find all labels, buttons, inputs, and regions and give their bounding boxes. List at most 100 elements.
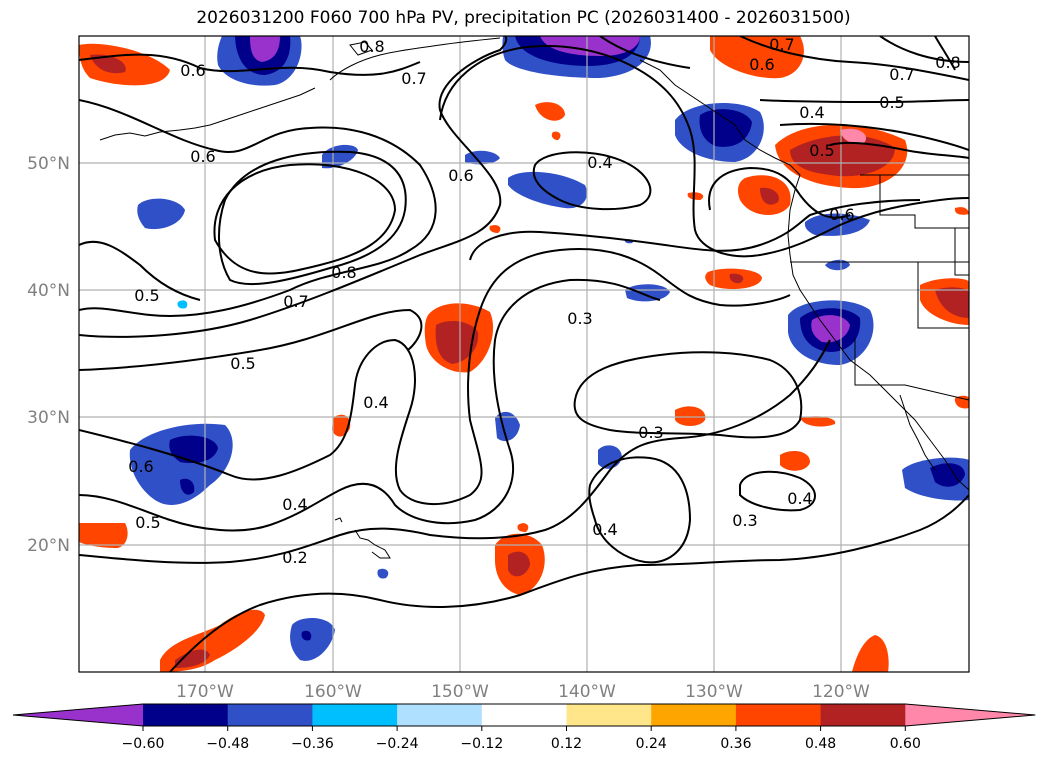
contour-label: 0.4 <box>363 393 388 412</box>
negative-anomaly-small-8 <box>377 568 389 579</box>
contour-t <box>779 122 969 151</box>
negative-anomaly-small-5 <box>177 300 188 309</box>
pv-contours <box>79 36 969 672</box>
negative-anomaly-california <box>788 300 874 365</box>
lon-label-160w: 160°W <box>304 682 362 702</box>
contour-k <box>588 456 692 564</box>
contour-s <box>759 99 969 104</box>
colorbar-tick-label: 0.48 <box>805 736 836 752</box>
negative-anomaly-baja <box>902 457 969 501</box>
lat-label-30n: 30°N <box>27 408 70 428</box>
contour-v <box>599 36 691 69</box>
negative-anomaly-pnw-north <box>675 102 764 162</box>
colorbar-extend-high <box>905 704 1036 726</box>
lat-label-50n: 50°N <box>27 154 70 174</box>
colorbar-tick-label: 0.60 <box>890 736 921 752</box>
contour-a <box>79 53 421 76</box>
negative-anomaly-north-central <box>508 171 588 209</box>
positive-anomaly-top-right <box>710 36 804 79</box>
contour-j <box>169 494 969 672</box>
colorbar-tick-label: −0.48 <box>206 736 249 752</box>
positive-anomaly-40n-133w <box>705 268 762 290</box>
contour-label-layer: 0.6 0.8 0.7 0.6 0.5 0.8 0.7 0.5 0.6 0.4 … <box>128 35 960 567</box>
contour-h <box>79 278 661 532</box>
negative-anomaly-top-left <box>217 36 302 86</box>
contour-y <box>79 240 201 301</box>
contour-l <box>573 351 803 439</box>
colorbar-segment <box>143 704 229 726</box>
contour-label: 0.3 <box>732 511 757 530</box>
contour-c <box>217 150 407 286</box>
lat-label-40n: 40°N <box>27 281 70 301</box>
colorbar: −0.60 −0.48 −0.36 −0.24 −0.12 0.12 0.24 0.36 0.4… <box>12 703 1036 752</box>
contour-b <box>79 99 437 317</box>
colorbar-segment <box>735 704 822 726</box>
colorbar-extend-low <box>13 704 143 726</box>
map-frame <box>78 35 970 673</box>
negative-anomaly-west-28n <box>129 423 233 505</box>
map-area <box>79 36 969 672</box>
contour-label: 0.6 <box>128 457 153 476</box>
contour-x <box>934 36 956 71</box>
contour-d <box>213 163 397 275</box>
contour-label: 0.5 <box>809 141 834 160</box>
positive-anomaly-south-east <box>852 635 889 672</box>
contour-m <box>739 470 816 512</box>
contour-label: 0.6 <box>448 166 473 185</box>
contour-label: 0.7 <box>401 69 426 88</box>
contour-label: 0.4 <box>282 495 307 514</box>
positive-anomaly-top-left <box>79 43 170 86</box>
contour-p <box>439 45 969 258</box>
lon-label-150w: 150°W <box>431 682 489 702</box>
negative-anomaly-small-9 <box>290 618 335 661</box>
lat-label-20n: 20°N <box>27 536 70 556</box>
lon-label-120w: 120°W <box>812 682 870 702</box>
contour-label: 0.6 <box>180 61 205 80</box>
colorbar-tick-label: 0.12 <box>551 736 582 752</box>
map-title: 2026031200 F060 700 hPa PV, precipitatio… <box>196 8 851 28</box>
contour-n <box>532 151 652 211</box>
colorbar-segment <box>227 704 313 726</box>
contour-label: 0.5 <box>879 93 904 112</box>
contour-label: 0.5 <box>134 286 159 305</box>
contour-label: 0.7 <box>889 65 914 84</box>
positive-anomaly-west-edge <box>79 523 128 548</box>
contour-label: 0.4 <box>799 103 824 122</box>
positive-anomaly-small-3 <box>954 207 969 215</box>
contour-label: 0.5 <box>230 354 255 373</box>
colorbar-tick-label: 0.24 <box>636 736 667 752</box>
lon-label-170w: 170°W <box>176 682 234 702</box>
contour-label: 0.4 <box>592 520 617 539</box>
contour-label: 0.4 <box>587 153 612 172</box>
contour-label: 0.7 <box>769 35 794 54</box>
colorbar-tick-label: −0.12 <box>460 736 503 752</box>
colorbar-segment <box>651 704 737 726</box>
contour-label: 0.8 <box>359 37 384 56</box>
contour-label: 0.8 <box>935 53 960 72</box>
colorbar-segment <box>397 704 483 726</box>
lon-label-140w: 140°W <box>558 682 616 702</box>
colorbar-tick-label: −0.60 <box>122 736 165 752</box>
longitude-labels: 170°W 160°W 150°W 140°W 130°W 120°W <box>176 682 870 702</box>
contour-label: 0.8 <box>331 263 356 282</box>
negative-anomaly-40n-140w <box>625 284 670 302</box>
contour-q <box>708 166 851 219</box>
lon-label-130w: 130°W <box>685 682 743 702</box>
colorbar-tick-label: −0.36 <box>291 736 334 752</box>
contour-label: 0.2 <box>282 548 307 567</box>
contour-g <box>79 248 791 506</box>
positive-anomaly-small-5 <box>675 406 706 426</box>
positive-anomaly-small-6 <box>800 416 836 427</box>
positive-anomaly-south-west <box>160 609 265 672</box>
positive-anomaly-north-central <box>535 102 565 121</box>
positive-anomaly-20n-146w <box>495 533 545 595</box>
contour-r <box>739 36 969 81</box>
contour-i <box>79 339 831 564</box>
latitude-labels: 20°N 30°N 40°N 50°N <box>27 154 70 556</box>
positive-anomaly-small-10 <box>517 523 529 532</box>
contour-f <box>79 308 423 371</box>
colorbar-tick-label: −0.24 <box>376 736 419 752</box>
contour-label: 0.7 <box>283 292 308 311</box>
positive-anomaly-small-2 <box>687 192 704 200</box>
